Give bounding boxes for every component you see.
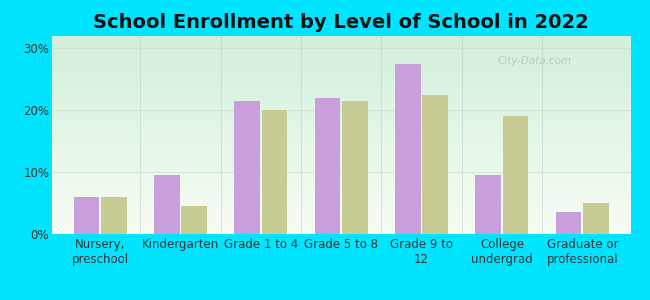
Bar	[502, 116, 528, 234]
Bar	[583, 203, 609, 234]
Bar	[262, 110, 287, 234]
Bar	[422, 95, 448, 234]
Bar	[556, 212, 582, 234]
Text: City-Data.com: City-Data.com	[497, 56, 571, 66]
Bar	[235, 101, 260, 234]
Bar	[315, 98, 341, 234]
Bar	[395, 64, 421, 234]
Bar	[154, 175, 180, 234]
Bar	[475, 175, 501, 234]
Title: School Enrollment by Level of School in 2022: School Enrollment by Level of School in …	[94, 13, 589, 32]
Bar	[181, 206, 207, 234]
Bar	[342, 101, 368, 234]
Bar	[73, 197, 99, 234]
Bar	[101, 197, 127, 234]
